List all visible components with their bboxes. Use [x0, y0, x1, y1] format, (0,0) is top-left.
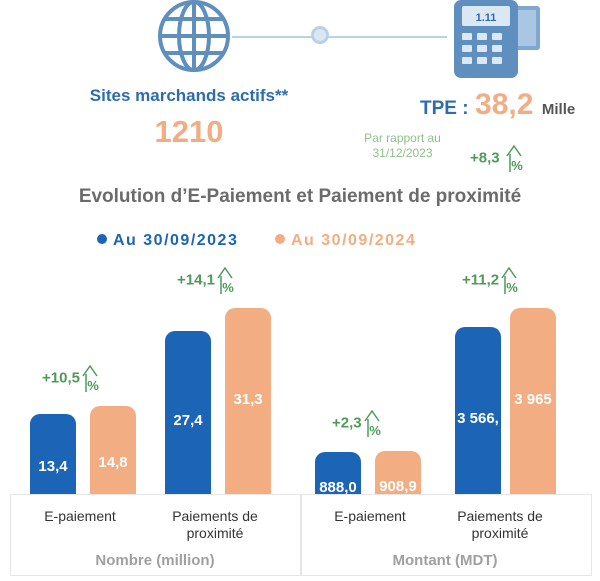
up-arrow-percent-icon: % [82, 364, 99, 393]
svg-text:%: % [87, 378, 99, 393]
panel-frame [300, 494, 592, 576]
bar [510, 308, 556, 494]
bar-value-label: 908,9 [379, 478, 417, 496]
category-label: E-paiement [334, 508, 406, 524]
legend-marker-2024 [275, 234, 285, 244]
tpe-variation-badge: +8,3 % [470, 142, 524, 174]
bar [30, 414, 76, 494]
up-arrow-percent-icon: % [501, 266, 518, 295]
sites-marchands-value: 1210 [154, 114, 224, 149]
bar [315, 452, 361, 494]
bar [225, 308, 271, 494]
legend-item-2023: Au 30/09/2023 [97, 232, 238, 250]
tpe-unit: Mille [541, 101, 576, 118]
bar-value-label: 31,3 [233, 391, 263, 408]
panel-frame [10, 494, 302, 576]
variation-badge: +11,2% [462, 264, 519, 296]
legend-item-2024: Au 30/09/2024 [275, 232, 416, 250]
connector-dot-icon [311, 26, 329, 44]
svg-text:%: % [369, 423, 381, 438]
bar-value-label: 3 566, [457, 410, 499, 427]
variation-value: +10,5 [42, 369, 80, 387]
bar-value-label: 3 965 [514, 391, 552, 408]
svg-text:%: % [222, 280, 234, 295]
variation-value: +11,2 [462, 271, 500, 289]
chart-title: Evolution d’E-Paiement et Paiement de pr… [78, 186, 522, 207]
panel-title: Nombre (million) [95, 552, 215, 569]
up-arrow-percent-icon: % [504, 144, 524, 173]
bar-value-label: 888,0 [319, 478, 357, 496]
bar [90, 406, 136, 494]
up-arrow-percent-icon: % [364, 409, 381, 438]
tpe-row: TPE : 38,2 Mille [420, 88, 575, 122]
bar [165, 331, 211, 494]
category-label: E-paiement [44, 508, 116, 524]
bar-value-label: 14,8 [98, 453, 128, 471]
variation-value: +14,1 [177, 271, 215, 289]
bar-value-label: 27,4 [173, 412, 203, 430]
svg-text:%: % [506, 280, 518, 295]
globe-icon [155, 0, 233, 78]
bar-value-label: 13,4 [38, 458, 68, 475]
legend-label-2023: Au 30/09/2023 [113, 232, 239, 249]
legend-label-2024: Au 30/09/2024 [291, 232, 417, 249]
payment-terminal-icon: 1.11 [450, 0, 545, 80]
bar [455, 327, 501, 494]
tpe-reference-note: Par rapport au 31/12/2023 [364, 131, 441, 160]
variation-badge: +14,1% [177, 264, 235, 296]
up-arrow-percent-icon: % [217, 266, 234, 295]
variation-badge: +10,5% [42, 362, 100, 394]
category-label: Paiements de proximité [457, 508, 543, 541]
panel-title: Montant (MDT) [392, 552, 498, 569]
variation-value: +2,3 [332, 414, 362, 432]
svg-text:%: % [511, 158, 523, 173]
tpe-label: TPE : [420, 98, 469, 119]
header-connector-line [232, 36, 447, 38]
terminal-screen-text: 1.11 [476, 12, 497, 24]
sites-marchands-label: Sites marchands actifs** [89, 86, 289, 105]
category-label: Paiements de proximité [172, 508, 258, 541]
up-arrow-percent-icon: % [506, 144, 523, 173]
legend-marker-2023 [97, 234, 107, 244]
variation-badge: +2,3% [332, 407, 382, 439]
tpe-variation-value: +8,3 [470, 149, 500, 167]
tpe-value: 38,2 [475, 88, 534, 121]
bar [375, 451, 421, 494]
